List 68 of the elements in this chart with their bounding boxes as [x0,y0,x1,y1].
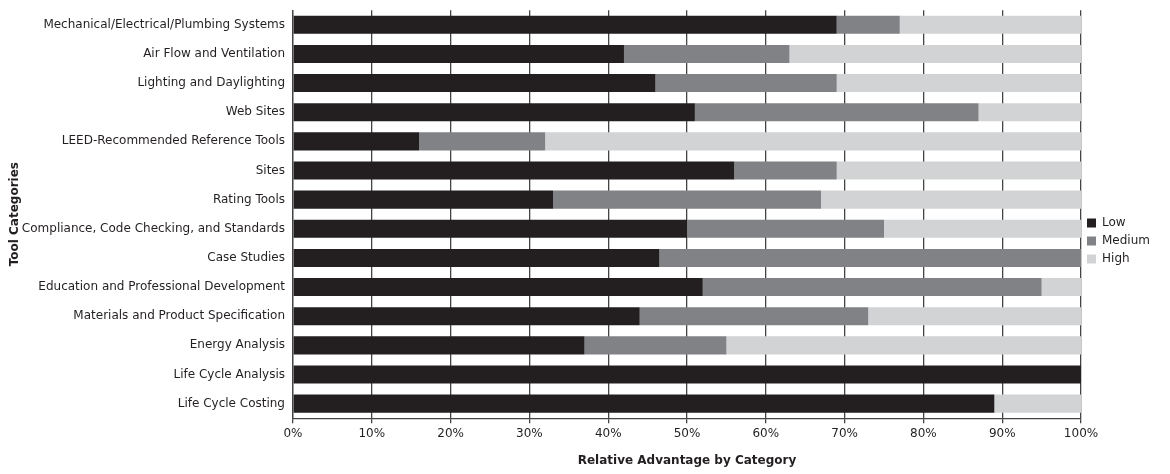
x-tick-label: 20% [437,425,464,440]
bar [899,15,1082,34]
y-tick-label: Rating Tools [212,191,285,206]
bar [293,103,695,122]
x-axis-title: Relative Advantage by Category [577,452,797,467]
bar [978,103,1082,122]
bar [884,219,1082,238]
bar [293,15,837,34]
bar [836,161,1082,180]
bar [655,74,837,93]
bar [293,44,624,63]
bar [293,248,660,267]
y-tick-label: Materials and Product Specification [73,308,285,323]
bar [836,74,1082,93]
x-tick-label: 90% [988,425,1016,440]
bar [293,132,420,151]
x-tick-label: 80% [910,425,937,440]
bar [994,394,1082,413]
bar [293,394,995,413]
bar [419,132,546,151]
bar [293,161,735,180]
bar [293,219,688,238]
bar [789,44,1082,63]
bar [293,336,585,355]
y-tick-label: LEED-Recommended Reference Tools [61,133,285,148]
x-tick-label: 30% [516,425,543,440]
y-tick-label: Compliance, Code Checking, and Standards [21,220,285,235]
y-tick-label: Web Sites [225,104,285,119]
bar [734,161,837,180]
bar [820,190,1082,209]
bar [726,336,1082,355]
bar [687,219,885,238]
x-tick-label: 10% [358,425,386,440]
bar [545,132,1082,151]
bar [293,74,656,93]
bar [702,278,1042,297]
legend-label: Medium [1102,233,1150,248]
y-tick-label: Air Flow and Ventilation [143,46,285,61]
bar [623,44,790,63]
bar [868,307,1082,326]
y-axis-title: Tool Categories [7,162,22,267]
y-tick-label: Life Cycle Analysis [173,366,285,381]
x-tick-label: 70% [831,425,858,440]
bar [694,103,979,122]
y-tick-label: Energy Analysis [189,337,285,352]
legend-label: Low [1102,215,1126,230]
bar [293,190,554,209]
y-tick-label: Sites [255,162,285,177]
bar [293,278,703,297]
y-tick-label: Lighting and Daylighting [137,75,285,90]
bar [553,190,821,209]
bar [1041,278,1082,297]
x-tick-label: 60% [752,425,780,440]
legend-label: High [1102,251,1130,266]
bar [639,307,869,326]
x-tick-label: 100% [1063,425,1099,440]
x-tick-label: 40% [594,425,622,440]
y-tick-label: Mechanical/Electrical/Plumbing Systems [43,16,285,31]
bar [659,248,1082,267]
bar [584,336,727,355]
bar [293,307,640,326]
bar [293,365,1082,384]
y-tick-label: Case Studies [207,250,285,265]
x-tick-label: 50% [673,425,701,440]
y-tick-label: Education and Professional Development [38,279,286,294]
y-tick-label: Life Cycle Costing [177,395,285,410]
bar [836,15,900,34]
x-tick-label: 0% [283,425,303,440]
